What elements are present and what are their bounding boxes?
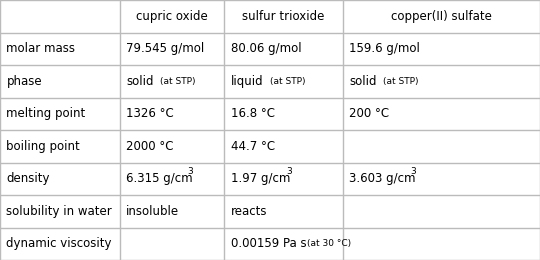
- Text: 44.7 °C: 44.7 °C: [231, 140, 275, 153]
- Text: (at 30 °C): (at 30 °C): [307, 239, 351, 248]
- Text: 3: 3: [286, 167, 292, 176]
- Text: 0.00159 Pa s: 0.00159 Pa s: [231, 237, 306, 250]
- Text: liquid: liquid: [231, 75, 263, 88]
- Text: 16.8 °C: 16.8 °C: [231, 107, 274, 120]
- Text: melting point: melting point: [6, 107, 86, 120]
- Text: solid: solid: [126, 75, 154, 88]
- Text: (at STP): (at STP): [160, 77, 195, 86]
- Text: reacts: reacts: [231, 205, 267, 218]
- Text: (at STP): (at STP): [270, 77, 306, 86]
- Text: 200 °C: 200 °C: [349, 107, 389, 120]
- Text: 6.315 g/cm: 6.315 g/cm: [126, 172, 193, 185]
- Text: boiling point: boiling point: [6, 140, 80, 153]
- Text: 3: 3: [411, 167, 416, 176]
- Text: solubility in water: solubility in water: [6, 205, 112, 218]
- Text: 1326 °C: 1326 °C: [126, 107, 174, 120]
- Text: molar mass: molar mass: [6, 42, 76, 55]
- Text: 80.06 g/mol: 80.06 g/mol: [231, 42, 301, 55]
- Text: sulfur trioxide: sulfur trioxide: [242, 10, 325, 23]
- Text: cupric oxide: cupric oxide: [136, 10, 208, 23]
- Text: 159.6 g/mol: 159.6 g/mol: [349, 42, 420, 55]
- Text: 3.603 g/cm: 3.603 g/cm: [349, 172, 416, 185]
- Text: 3: 3: [188, 167, 193, 176]
- Text: copper(II) sulfate: copper(II) sulfate: [391, 10, 492, 23]
- Text: (at STP): (at STP): [383, 77, 418, 86]
- Text: 1.97 g/cm: 1.97 g/cm: [231, 172, 290, 185]
- Text: density: density: [6, 172, 50, 185]
- Text: solid: solid: [349, 75, 377, 88]
- Text: 2000 °C: 2000 °C: [126, 140, 174, 153]
- Text: dynamic viscosity: dynamic viscosity: [6, 237, 112, 250]
- Text: phase: phase: [6, 75, 42, 88]
- Text: insoluble: insoluble: [126, 205, 179, 218]
- Text: 79.545 g/mol: 79.545 g/mol: [126, 42, 205, 55]
